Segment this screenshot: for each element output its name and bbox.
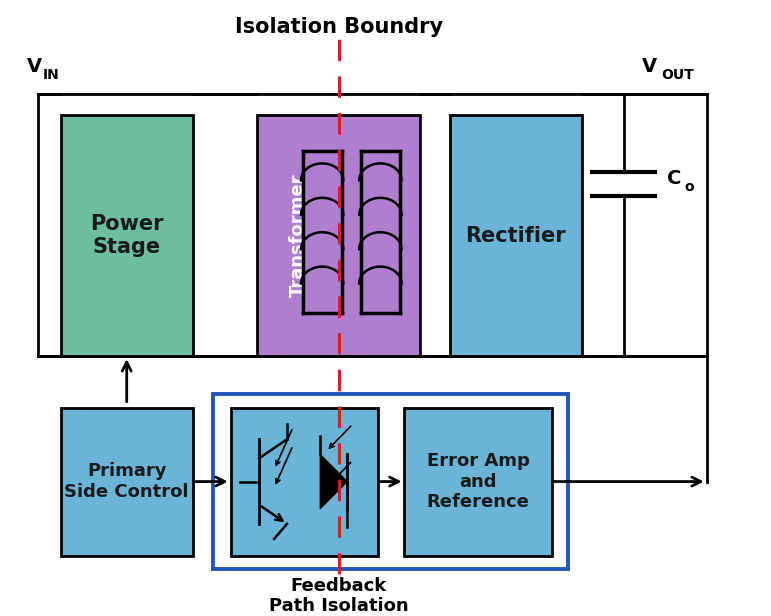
Text: Power
Stage: Power Stage (90, 214, 163, 257)
Text: IN: IN (43, 68, 60, 81)
Polygon shape (320, 455, 348, 509)
Bar (61, 408, 193, 556)
Text: o: o (684, 180, 694, 194)
Text: Feedback
Path Isolation
(Usually Optocouplers): Feedback Path Isolation (Usually Optocou… (223, 577, 455, 616)
Text: V: V (26, 57, 42, 76)
Text: Isolation Boundry: Isolation Boundry (234, 17, 443, 38)
Polygon shape (320, 455, 348, 509)
Bar (404, 408, 552, 556)
Text: V: V (642, 57, 658, 76)
Text: OUT: OUT (662, 68, 694, 81)
Text: Transformer: Transformer (288, 174, 307, 298)
Bar (214, 394, 568, 569)
Text: C: C (667, 169, 681, 188)
Bar (257, 115, 419, 356)
Bar (61, 115, 193, 356)
Bar (231, 408, 378, 556)
Text: Rectifier: Rectifier (466, 225, 566, 246)
Text: Primary
Side Control: Primary Side Control (65, 462, 189, 501)
Text: Error Amp
and
Reference: Error Amp and Reference (426, 452, 530, 511)
Bar (449, 115, 582, 356)
